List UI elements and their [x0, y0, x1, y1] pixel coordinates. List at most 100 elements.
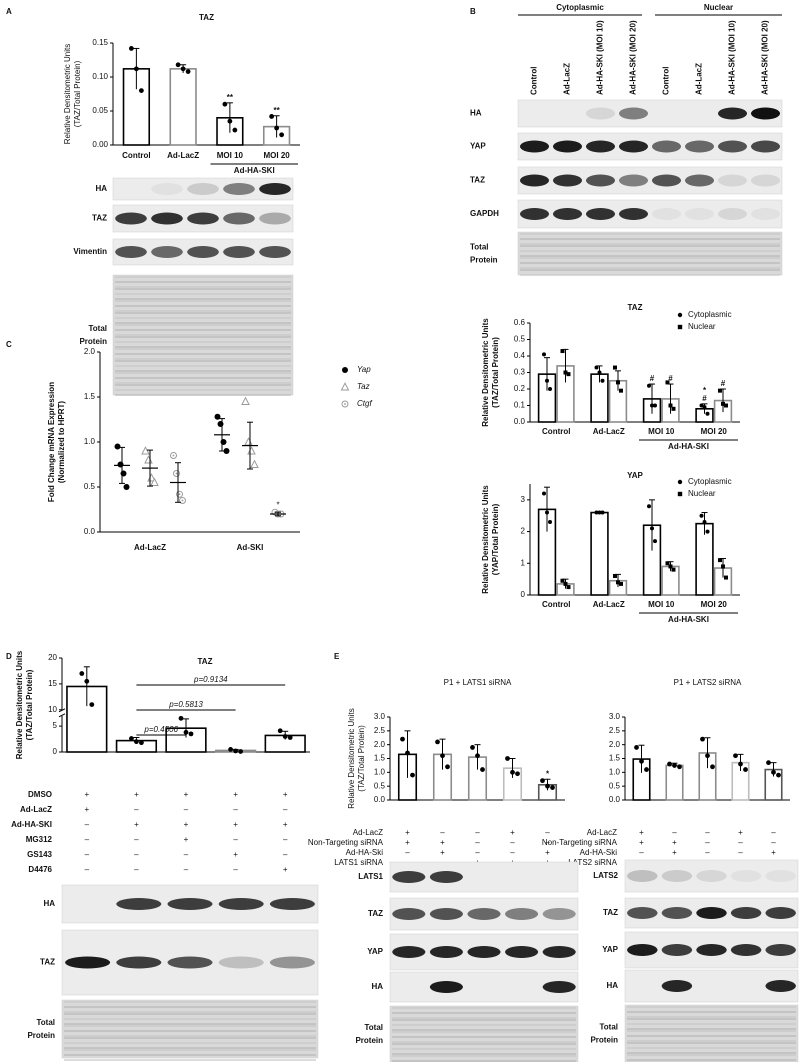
y-tick-label: 0.4 — [514, 351, 526, 360]
y-tick-label: 0 — [53, 747, 58, 756]
y-tick-label: 2 — [521, 527, 526, 536]
data-point — [173, 470, 180, 477]
data-point — [545, 510, 550, 515]
data-point — [717, 558, 722, 563]
blot-label: Vimentin — [73, 247, 107, 256]
blot-band — [765, 870, 796, 882]
data-point — [405, 750, 410, 756]
data-point — [133, 66, 139, 72]
treatment-sign: – — [405, 848, 410, 857]
treatment-label: MG312 — [26, 835, 53, 844]
data-point — [342, 367, 348, 373]
treatment-sign: – — [233, 865, 238, 874]
data-point — [400, 736, 405, 742]
point-dot — [172, 454, 175, 457]
chart-title: TAZ — [198, 657, 213, 666]
blot-band — [618, 140, 649, 153]
blot-label: TAZ — [470, 176, 485, 185]
treatment-sign: – — [510, 848, 515, 857]
blot-band — [552, 140, 583, 153]
treatment-sign: + — [440, 838, 445, 847]
blot-band — [429, 946, 463, 958]
x-tick-label: MOI 20 — [701, 427, 728, 436]
blot-label: YAP — [470, 142, 486, 151]
x-tick-label: MOI 20 — [264, 151, 291, 160]
blot-band — [519, 140, 550, 153]
treatment-sign: + — [545, 848, 550, 857]
y-tick-label: 0 — [521, 590, 526, 599]
data-point — [771, 769, 776, 775]
blot-band — [585, 174, 616, 187]
treatment-sign: – — [475, 838, 480, 847]
blot-band — [115, 246, 147, 258]
y-tick-label: 0.10 — [92, 72, 108, 81]
data-point — [615, 580, 620, 585]
annotation: ** — [227, 93, 234, 102]
blot-band — [661, 907, 693, 919]
blot-label: HA — [95, 184, 107, 193]
treatment-sign: + — [283, 820, 288, 829]
legend-label: Cytoplasmic — [688, 477, 732, 486]
y-axis-label: Relative Densitometric Units — [481, 485, 490, 594]
data-point — [540, 778, 545, 784]
treatment-sign: + — [405, 828, 410, 837]
y-tick-label: 1.5 — [374, 754, 386, 763]
treatment-sign: – — [85, 820, 90, 829]
blot-band — [618, 107, 649, 120]
treatment-sign: – — [705, 848, 710, 857]
comparison-label: p=0.5813 — [168, 700, 203, 709]
data-point — [653, 539, 658, 544]
data-point — [639, 758, 644, 764]
blot-band — [519, 208, 550, 220]
treatment-label: LATS2 siRNA — [568, 858, 617, 867]
blot-label: Total — [470, 243, 489, 252]
data-point — [79, 671, 85, 676]
data-point — [170, 452, 177, 459]
blot-band — [429, 908, 463, 920]
data-point — [677, 324, 683, 330]
data-point — [548, 387, 553, 391]
data-point — [597, 370, 602, 375]
blot-band — [765, 944, 796, 956]
error-bar — [704, 737, 711, 769]
y-axis-label: (TAZ/Total Protein) — [25, 669, 34, 740]
blot-band — [585, 107, 616, 120]
data-point — [220, 439, 227, 445]
treatment-sign: + — [84, 790, 89, 799]
x-tick-label: Control — [542, 427, 570, 436]
data-point — [665, 561, 670, 566]
blot-band — [392, 871, 426, 883]
blot-band — [542, 908, 576, 920]
data-point — [615, 380, 620, 385]
blot-band — [765, 907, 796, 919]
data-point — [668, 564, 673, 569]
blot-band — [696, 870, 727, 882]
blot-band — [717, 174, 748, 187]
treatment-label: Non-Targeting siRNA — [308, 838, 384, 847]
blot-band — [627, 870, 658, 882]
treatment-sign: + — [738, 828, 743, 837]
data-point — [250, 459, 259, 468]
data-point — [776, 772, 781, 778]
data-point — [677, 479, 683, 485]
legend-label: Cytoplasmic — [688, 310, 732, 319]
data-point — [222, 101, 228, 107]
blot-band — [167, 956, 213, 969]
treatment-label: Ad-LacZ — [20, 805, 52, 814]
data-point — [594, 510, 599, 515]
data-point — [566, 585, 571, 590]
x-tick-label: Control — [542, 600, 570, 609]
x-tick-label: Ad-SKI — [237, 543, 264, 552]
data-point — [188, 731, 194, 737]
y-axis-label: Relative Densitometric Units — [481, 318, 490, 427]
blot-band — [187, 246, 219, 258]
blot-band — [429, 871, 463, 883]
y-tick-label: 3.0 — [609, 712, 621, 721]
treatment-sign: – — [184, 850, 189, 859]
data-point — [244, 437, 253, 446]
treatment-sign: + — [440, 848, 445, 857]
blot-band — [151, 183, 183, 195]
data-point — [618, 388, 623, 393]
blot-band — [717, 208, 748, 220]
chart-title: TAZ — [628, 303, 643, 312]
